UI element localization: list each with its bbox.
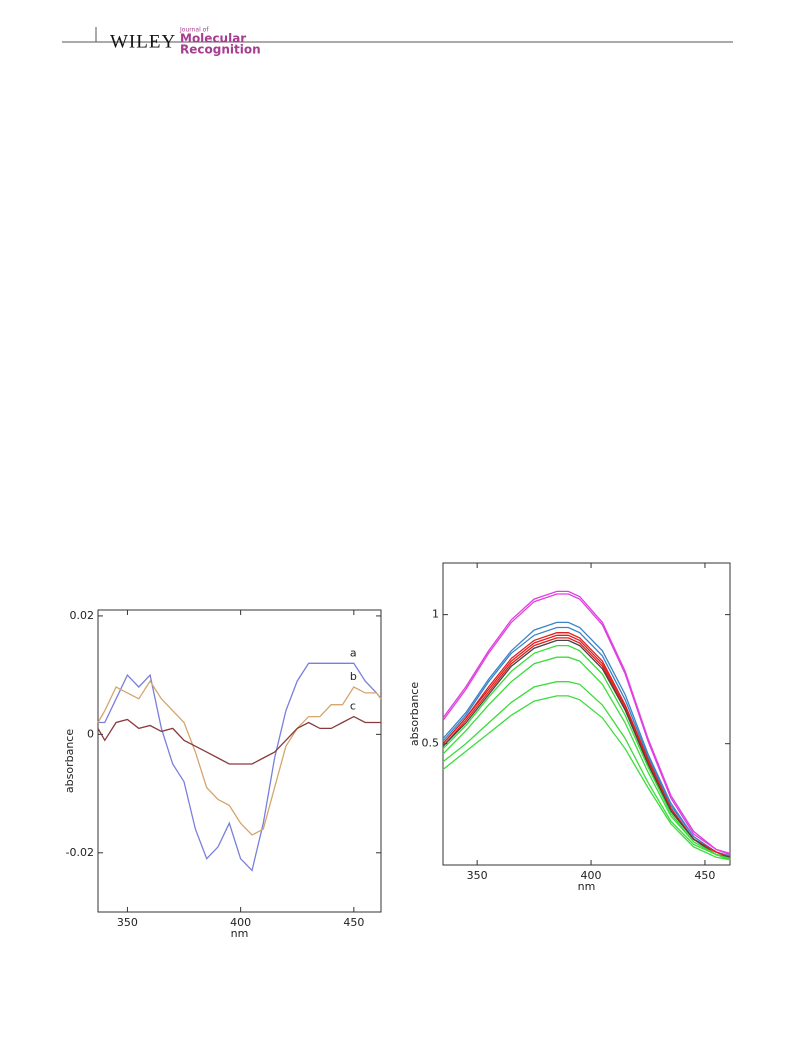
journal-prefix: Journal of — [179, 27, 209, 34]
x-axis-label: nm — [231, 927, 249, 940]
data-line — [442, 656, 731, 860]
data-line — [97, 715, 381, 765]
journal-title: Molecular — [180, 32, 246, 46]
data-line — [98, 662, 382, 872]
data-line — [442, 590, 731, 855]
y-axis-label: absorbance — [408, 682, 421, 746]
x-tick-label: 400 — [230, 916, 251, 929]
x-tick-label: 450 — [343, 916, 364, 929]
data-line — [442, 626, 731, 857]
data-line — [442, 681, 731, 861]
series-label: a — [350, 646, 357, 659]
y-tick-label: 0.5 — [422, 737, 440, 750]
y-tick-label: -0.02 — [66, 846, 94, 859]
y-axis-label: absorbance — [63, 729, 76, 793]
data-line — [97, 679, 382, 836]
data-line — [442, 639, 731, 858]
y-tick-label: 0 — [87, 727, 94, 740]
plot-frame — [97, 609, 382, 913]
data-line — [442, 593, 731, 856]
x-tick-label: 450 — [694, 869, 715, 882]
series-label: c — [350, 700, 356, 713]
x-tick-label: 350 — [467, 869, 488, 882]
data-line — [442, 695, 731, 861]
x-axis-label: nm — [578, 880, 596, 893]
y-tick-label: 1 — [432, 608, 439, 621]
x-tick-label: 400 — [581, 869, 602, 882]
series-label: b — [350, 670, 357, 683]
plot-frame — [442, 562, 731, 866]
y-tick-label: 0.02 — [70, 609, 95, 622]
publisher: WILEY — [110, 31, 176, 52]
journal-title: Recognition — [180, 43, 261, 57]
x-tick-label: 350 — [117, 916, 138, 929]
